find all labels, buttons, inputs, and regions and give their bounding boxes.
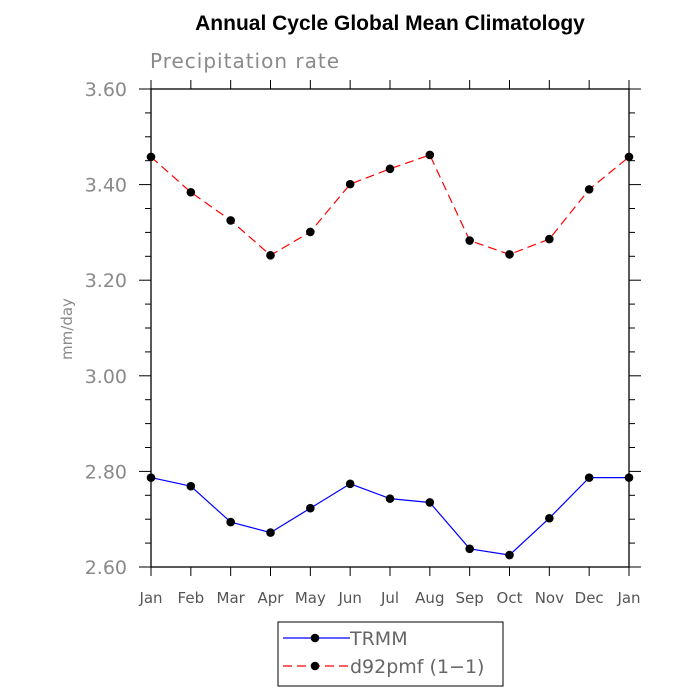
legend-label-0: TRMM <box>349 628 408 650</box>
x-tick-label: Dec <box>575 589 604 607</box>
y-tick-label: 3.40 <box>85 175 127 197</box>
y-axis-label: mm/day <box>58 298 76 360</box>
y-tick-label: 3.00 <box>85 366 127 388</box>
x-tick-label: Nov <box>535 589 564 607</box>
data-point-series-1 <box>146 152 156 162</box>
data-point-series-0 <box>146 473 156 482</box>
data-point-series-1 <box>345 179 355 189</box>
data-point-series-1 <box>624 152 634 162</box>
data-point-series-0 <box>425 498 435 507</box>
series-layer <box>146 150 634 560</box>
data-point-series-1 <box>186 187 196 197</box>
legend-marker-1 <box>310 661 320 671</box>
y-tick-label: 2.60 <box>85 557 127 579</box>
x-tick-label: Oct <box>497 589 523 607</box>
data-point-series-0 <box>545 513 554 523</box>
data-point-series-0 <box>186 481 196 491</box>
x-tick-label: Mar <box>217 589 246 607</box>
legend-box <box>277 621 504 687</box>
x-tick-label: Jan <box>138 589 162 607</box>
data-point-series-0 <box>624 473 634 482</box>
data-point-series-0 <box>266 528 275 537</box>
x-tick-label: Jan <box>616 589 640 607</box>
data-point-series-1 <box>505 250 514 259</box>
x-tick-label: Apr <box>258 589 285 607</box>
legend-marker-0 <box>310 633 320 643</box>
data-point-series-1 <box>226 216 235 225</box>
data-point-series-0 <box>306 503 315 513</box>
data-point-series-0 <box>345 479 355 489</box>
data-point-series-0 <box>584 473 594 482</box>
data-point-series-1 <box>425 150 435 160</box>
data-point-series-0 <box>465 544 474 554</box>
data-point-series-0 <box>226 517 235 527</box>
data-point-series-0 <box>385 494 395 503</box>
legend: TRMM d92pmf (1−1) <box>277 621 504 687</box>
data-point-series-1 <box>584 185 594 194</box>
x-tick-label: May <box>295 589 326 607</box>
y-tick-label: 2.80 <box>85 461 127 483</box>
chart-title: Annual Cycle Global Mean Climatology <box>195 12 585 35</box>
x-tick-label: Sep <box>456 589 484 607</box>
x-tick-label: Jun <box>337 589 361 607</box>
axes: 2.60 2.80 3.00 3.20 3.40 3.60 Jan Feb Mar Apr May J… <box>85 79 641 607</box>
data-point-series-1 <box>385 164 395 174</box>
data-point-series-1 <box>306 227 315 237</box>
data-point-series-1 <box>545 234 554 244</box>
chart-subtitle: Precipitation rate <box>150 49 340 73</box>
x-tick-label: Aug <box>415 589 444 607</box>
x-tick-label: Feb <box>178 589 205 607</box>
legend-label-1: d92pmf (1−1) <box>350 656 484 678</box>
y-tick-label: 3.20 <box>85 270 127 292</box>
y-tick-label: 3.60 <box>85 79 127 101</box>
data-point-series-1 <box>266 251 275 260</box>
data-point-series-0 <box>505 550 514 560</box>
data-point-series-1 <box>465 236 474 245</box>
x-tick-label: Jul <box>380 589 399 607</box>
series-line-0 <box>150 477 629 556</box>
